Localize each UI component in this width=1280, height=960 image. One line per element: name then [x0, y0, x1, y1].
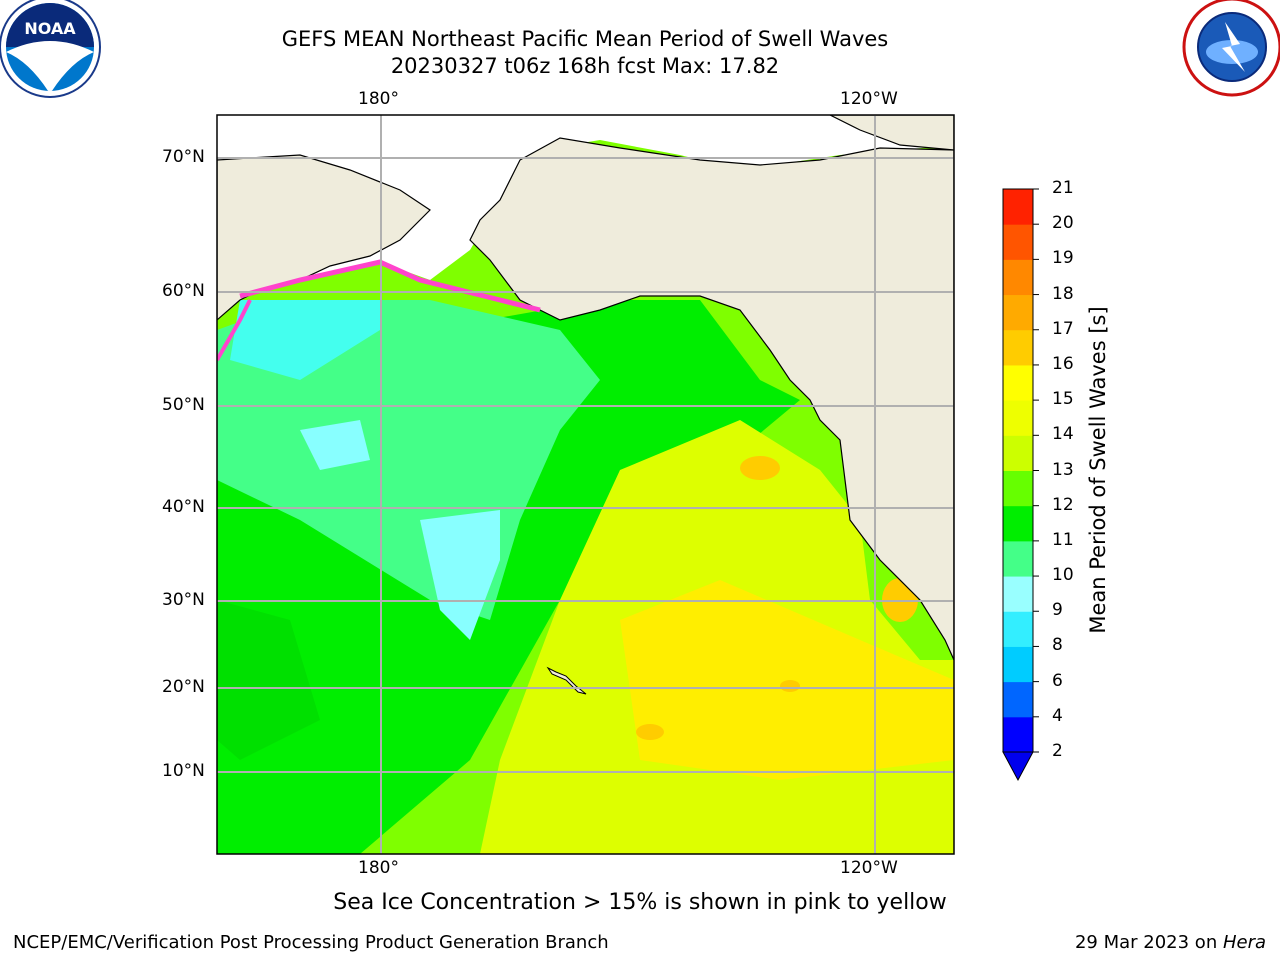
colorbar-tick-label: 8	[1052, 635, 1063, 656]
colorbar-extend-arrow	[1002, 751, 1034, 782]
colorbar-swatch	[1003, 540, 1033, 577]
colorbar-tick-label: 13	[1052, 459, 1074, 480]
colorbar-tick-label: 15	[1052, 389, 1074, 410]
cyan-8-9-region	[230, 300, 380, 380]
arctic-islands	[829, 115, 954, 151]
footer-right: 29 Mar 2023 on Hera	[1075, 932, 1266, 953]
colorbar-swatch	[1003, 294, 1033, 331]
colorbar-swatch	[1003, 435, 1033, 471]
cyan-patch-2	[300, 420, 370, 470]
colorbar-tick-label: 4	[1052, 705, 1063, 726]
footer-host: Hera	[1222, 932, 1266, 953]
yellow-14-15-region	[620, 580, 954, 780]
colorbar-swatch	[1003, 716, 1033, 753]
colorbar-tick-label: 9	[1052, 600, 1063, 621]
lat-label-30n: 30°N	[162, 590, 205, 610]
sea-ice-edge	[239, 259, 541, 313]
colorbar-swatch	[1003, 576, 1033, 612]
top-lon-label-180: 180°	[358, 89, 399, 109]
colorbar-swatch	[1003, 470, 1033, 507]
lat-label-10n: 10°N	[162, 761, 205, 781]
svg-text:NOAA: NOAA	[24, 19, 76, 38]
colorbar-swatch	[1003, 646, 1033, 683]
colorbar-tick-label: 2	[1052, 741, 1063, 761]
colorbar	[1002, 188, 1039, 782]
cyan-8-9-patch	[420, 510, 500, 640]
bottom-lon-label-120w: 120°W	[840, 858, 898, 878]
colorbar-swatch	[1003, 259, 1033, 296]
colorbar-tick-label: 14	[1052, 424, 1074, 445]
footer-left: NCEP/EMC/Verification Post Processing Pr…	[13, 932, 609, 953]
orange-16-17-patch-4	[780, 680, 800, 692]
colorbar-swatch	[1003, 400, 1033, 436]
lat-label-70n: 70°N	[162, 147, 205, 167]
colorbar-tick-label: 18	[1052, 283, 1074, 304]
colorbar-tick-label: 12	[1052, 494, 1074, 515]
colorbar-swatch	[1003, 224, 1033, 260]
colorbar-tick-label: 20	[1052, 213, 1074, 234]
nws-logo-icon	[1182, 0, 1280, 97]
colorbar-swatch	[1003, 364, 1033, 401]
orange-16-17-patch-1	[740, 456, 780, 480]
noaa-logo-icon: NOAA	[0, 0, 101, 98]
chart-title: GEFS MEAN Northeast Pacific Mean Period …	[281, 27, 889, 51]
footer-date: 29 Mar 2023 on	[1074, 932, 1223, 953]
orange-16-17-patch-3	[636, 724, 664, 740]
lat-label-20n: 20°N	[162, 677, 205, 697]
light-green-9-10-region	[217, 300, 600, 620]
map-frame	[216, 114, 955, 855]
colorbar-swatch	[1003, 681, 1033, 718]
siberia-landmass	[217, 154, 431, 321]
top-lon-label-120w: 120°W	[840, 89, 898, 109]
wave-period-map	[216, 114, 955, 855]
colorbar-tick-label: 16	[1052, 353, 1074, 374]
colorbar-swatch	[1003, 505, 1033, 542]
colorbar-swatch	[1003, 329, 1033, 366]
colorbar-tick-label: 19	[1052, 248, 1074, 269]
colorbar-tick-label: 21	[1052, 178, 1074, 198]
colorbar-tick-label: 6	[1052, 670, 1063, 691]
colorbar-swatch	[1003, 189, 1033, 225]
bottom-lon-label-180: 180°	[358, 858, 399, 878]
colorbar-tick-label: 11	[1052, 529, 1074, 550]
sea-ice-note: Sea Ice Concentration > 15% is shown in …	[333, 890, 947, 915]
colorbar-label: Mean Period of Swell Waves [s]	[1086, 306, 1110, 634]
alaska-canada-landmass	[469, 137, 954, 661]
sea-ice-region	[217, 115, 954, 300]
green-patch-east	[217, 600, 320, 760]
graticule	[217, 115, 954, 854]
lat-label-50n: 50°N	[162, 395, 205, 415]
chart-subtitle: 20230327 t06z 168h fcst Max: 17.82	[390, 54, 780, 78]
lat-label-60n: 60°N	[162, 281, 205, 301]
lat-label-40n: 40°N	[162, 497, 205, 517]
colorbar-tick-label: 17	[1052, 318, 1074, 339]
colorbar-tick-label: 10	[1052, 565, 1074, 586]
colorbar-swatch	[1003, 611, 1033, 647]
